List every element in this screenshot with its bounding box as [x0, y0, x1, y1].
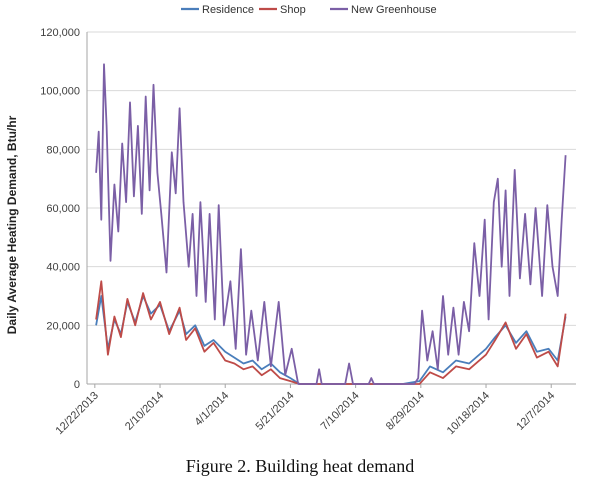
y-tick-label: 80,000: [46, 144, 80, 156]
x-tick-label: 7/10/2014: [319, 390, 362, 433]
figure-caption: Figure 2. Building heat demand: [185, 456, 415, 476]
y-tick-label: 120,000: [40, 27, 80, 39]
legend-entry: Residence: [202, 4, 254, 16]
y-tick-label: 60,000: [46, 203, 80, 215]
x-tick-label: 12/7/2014: [514, 390, 557, 433]
x-tick-labels: 12/22/2013 2/10/2014 4/1/2014 5/21/2014 7/10…: [54, 384, 557, 437]
legend: Residence Shop New Greenhouse: [181, 4, 437, 16]
x-tick-label: 4/1/2014: [193, 390, 232, 429]
series-lines: [95, 63, 567, 385]
y-tick-label: 100,000: [40, 86, 80, 98]
series-line-shop: [95, 280, 567, 385]
gridlines: [87, 31, 576, 326]
x-tick-label: 5/21/2014: [253, 390, 296, 433]
legend-entry: New Greenhouse: [351, 4, 437, 16]
y-tick-label: 20,000: [46, 320, 80, 332]
y-tick-label: 40,000: [46, 262, 80, 274]
series-line-new-greenhouse: [95, 63, 567, 385]
y-tick-label: 0: [74, 379, 80, 391]
x-tick-label: 10/18/2014: [445, 390, 492, 437]
x-tick-label: 2/10/2014: [123, 390, 166, 433]
x-tick-label: 12/22/2013: [54, 390, 101, 437]
legend-entry: Shop: [280, 4, 306, 16]
y-axis-label: Daily Average Heating Demand, Btu/hr: [5, 115, 19, 334]
x-tick-label: 8/29/2014: [384, 390, 427, 433]
y-tick-labels: 0 20,000 40,000 60,000 80,000 100,000 120,000: [40, 27, 80, 391]
